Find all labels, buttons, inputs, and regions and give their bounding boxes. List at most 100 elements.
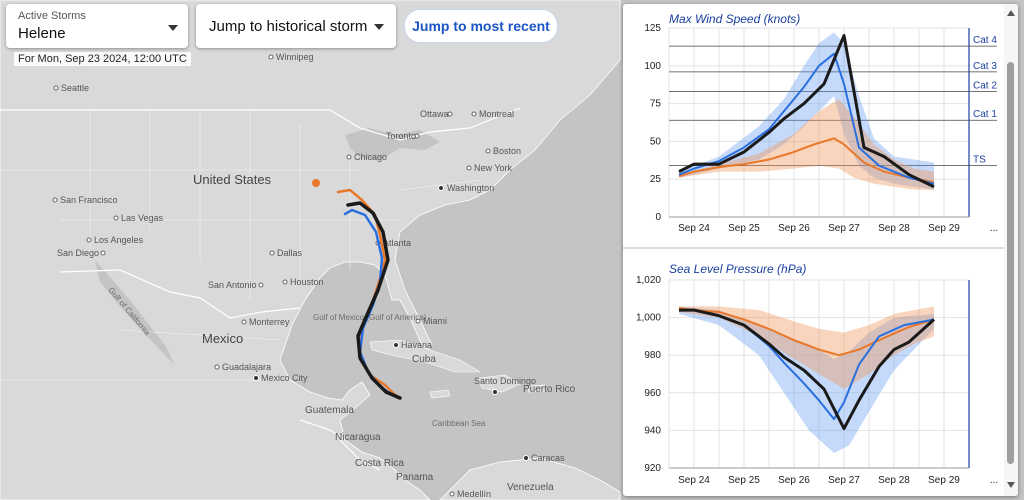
- uncertainty-band: [679, 306, 934, 390]
- chevron-down-icon: [168, 25, 178, 31]
- ref-line-label: Cat 3: [973, 61, 997, 72]
- uncertainty-band: [679, 99, 934, 190]
- svg-text:Ottawa: Ottawa: [420, 109, 449, 119]
- svg-text:Seattle: Seattle: [61, 83, 89, 93]
- x-tick-label: Sep 28: [878, 475, 910, 486]
- x-tick-label: Sep 29: [928, 475, 960, 486]
- chevron-down-icon: [374, 24, 384, 30]
- svg-text:Caracas: Caracas: [531, 453, 565, 463]
- x-tick-label: Sep 27: [828, 223, 860, 234]
- y-tick-label: 0: [655, 212, 661, 223]
- scroll-up-icon[interactable]: [1007, 10, 1015, 16]
- ref-line-label: Cat 4: [973, 35, 997, 46]
- svg-text:Toronto: Toronto: [386, 131, 416, 141]
- chart-title: Max Wind Speed (knots): [669, 12, 800, 26]
- city-seattle: Seattle: [53, 83, 89, 93]
- jump-to-most-recent-button[interactable]: Jump to most recent: [404, 9, 558, 43]
- x-tick-label: Sep 26: [778, 475, 810, 486]
- label-venezuela: Venezuela: [507, 482, 554, 493]
- svg-text:Boston: Boston: [493, 146, 521, 156]
- label-guatemala: Guatemala: [305, 405, 354, 416]
- active-storms-label: Active Storms: [18, 10, 86, 22]
- city-caracas: Caracas: [523, 453, 565, 463]
- state-lines: [0, 110, 481, 381]
- chart-0: Max Wind Speed (knots) 0 25 50 75 100 125 Sep 2…: [644, 12, 998, 234]
- city-chicago: Chicago: [346, 152, 387, 162]
- label-united-states: United States: [193, 172, 272, 187]
- forecast-date-label: For Mon, Sep 23 2024, 12:00 UTC: [14, 52, 191, 66]
- y-tick-label: 125: [644, 23, 661, 34]
- x-tick-label: Sep 27: [828, 475, 860, 486]
- scroll-down-icon[interactable]: [1007, 482, 1015, 488]
- svg-text:New York: New York: [474, 163, 513, 173]
- y-tick-label: 100: [644, 61, 661, 72]
- svg-text:Miami: Miami: [423, 316, 447, 326]
- series-ensemble: [678, 307, 935, 357]
- city-washington: Washington: [438, 183, 494, 193]
- series-ensemble: [678, 137, 935, 184]
- city-dallas: Dallas: [269, 248, 303, 258]
- y-tick-label: 980: [644, 350, 661, 361]
- series-observed: [678, 34, 935, 189]
- y-tick-label: 940: [644, 425, 661, 436]
- city-san-antonio: San Antonio: [208, 280, 264, 290]
- svg-text:Monterrey: Monterrey: [249, 317, 290, 327]
- x-tick-label: ...: [990, 223, 998, 234]
- scroll-thumb[interactable]: [1007, 62, 1014, 464]
- ref-line-label: Cat 2: [973, 81, 997, 92]
- city-santo-domingo: Santo Domingo: [474, 376, 536, 395]
- svg-text:Chicago: Chicago: [354, 152, 387, 162]
- svg-text:San Antonio: San Antonio: [208, 280, 257, 290]
- svg-text:Dallas: Dallas: [277, 248, 303, 258]
- land-north-america: [0, 0, 621, 500]
- city-san-diego: San Diego: [57, 248, 106, 258]
- svg-text:Havana: Havana: [401, 340, 432, 350]
- city-miami: Miami: [415, 316, 447, 326]
- y-tick-label: 25: [650, 174, 662, 185]
- y-tick-label: 1,000: [636, 313, 661, 324]
- city-san-francisco: San Francisco: [52, 195, 118, 205]
- label-caribbean-sea: Caribbean Sea: [432, 419, 486, 428]
- svg-text:Las Vegas: Las Vegas: [121, 213, 164, 223]
- city-monterrey: Monterrey: [241, 317, 290, 327]
- svg-text:San Diego: San Diego: [57, 248, 99, 258]
- label-nicaragua: Nicaragua: [335, 432, 381, 443]
- city-mexico-city: Mexico City: [253, 373, 308, 383]
- gulf-of-california: [95, 260, 175, 365]
- borders: [0, 107, 521, 471]
- historical-storm-value: Jump to historical storm: [209, 18, 368, 35]
- city-new-york: New York: [466, 163, 513, 173]
- panel-scrollbar[interactable]: [1004, 4, 1018, 496]
- city-ottawa: Ottawa: [420, 109, 453, 119]
- label-panama: Panama: [396, 472, 434, 483]
- x-tick-label: Sep 25: [728, 223, 760, 234]
- svg-text:Winnipeg: Winnipeg: [276, 52, 314, 62]
- label-gulf-of-mexico: Gulf of Mexico (Gulf of America): [313, 313, 427, 322]
- city-boston: Boston: [485, 146, 521, 156]
- land-south-america: [439, 457, 621, 500]
- city-winnipeg: Winnipeg: [268, 52, 314, 62]
- historical-storm-select[interactable]: Jump to historical storm: [196, 4, 396, 48]
- y-tick-label: 960: [644, 388, 661, 399]
- island-hispaniola: [477, 374, 521, 393]
- track-observed: [346, 201, 402, 400]
- active-storms-select[interactable]: Active Storms Helene: [6, 4, 188, 48]
- svg-text:Medellín: Medellín: [457, 489, 491, 499]
- chart-title: Sea Level Pressure (hPa): [669, 262, 806, 276]
- y-tick-label: 75: [650, 99, 662, 110]
- city-medellin: Medellín: [449, 489, 491, 499]
- island-jamaica: [429, 389, 451, 399]
- cities: Winnipeg Seattle Ottawa Montreal Toronto…: [52, 52, 565, 499]
- city-havana: Havana: [393, 340, 432, 350]
- label-puerto-rico: Puerto Rico: [523, 384, 576, 395]
- y-tick-label: 50: [650, 136, 662, 147]
- charts-panel[interactable]: Max Wind Speed (knots) 0 25 50 75 100 125 Sep 2…: [623, 4, 1018, 496]
- city-guadalajara: Guadalajara: [214, 362, 271, 372]
- ensemble-point: [312, 179, 320, 187]
- city-las-vegas: Las Vegas: [113, 213, 164, 223]
- svg-text:San Francisco: San Francisco: [60, 195, 118, 205]
- uncertainty-band: [679, 306, 934, 453]
- ref-line-label: Cat 1: [973, 109, 997, 120]
- ref-line-label: TS: [973, 155, 986, 166]
- x-tick-label: ...: [990, 475, 998, 486]
